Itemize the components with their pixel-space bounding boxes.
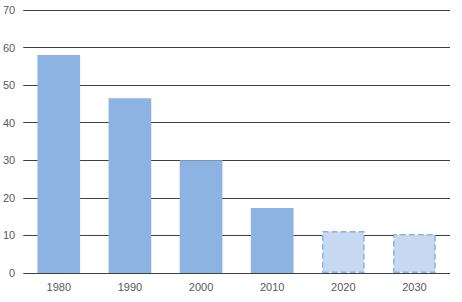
svg-text:2020: 2020 bbox=[331, 281, 355, 293]
svg-text:1990: 1990 bbox=[118, 281, 142, 293]
svg-text:70: 70 bbox=[3, 4, 15, 16]
svg-text:1980: 1980 bbox=[47, 281, 71, 293]
svg-text:0: 0 bbox=[9, 267, 15, 279]
svg-text:10: 10 bbox=[3, 229, 15, 241]
svg-text:2010: 2010 bbox=[260, 281, 284, 293]
svg-text:20: 20 bbox=[3, 192, 15, 204]
svg-text:2030: 2030 bbox=[402, 281, 426, 293]
svg-text:40: 40 bbox=[3, 117, 15, 129]
svg-text:30: 30 bbox=[3, 154, 15, 166]
svg-text:50: 50 bbox=[3, 79, 15, 91]
svg-text:2000: 2000 bbox=[189, 281, 213, 293]
svg-text:60: 60 bbox=[3, 42, 15, 54]
